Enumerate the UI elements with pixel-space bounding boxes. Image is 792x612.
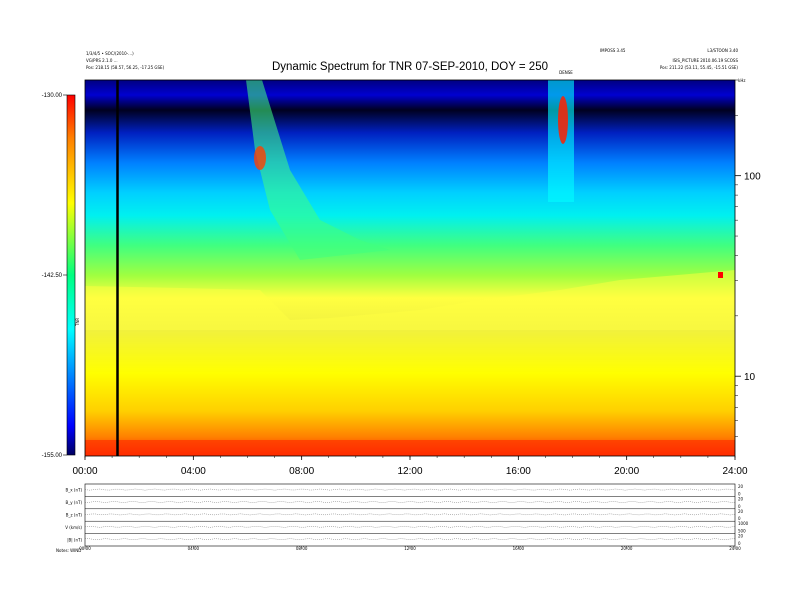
panel-trace bbox=[84, 538, 736, 541]
x-axis-ticks: 00:00 04:00 08:00 12:00 16:00 20:00 24:00 bbox=[72, 456, 748, 477]
panel-right-tick: 20 bbox=[738, 509, 744, 514]
colorbar-label: TNR bbox=[75, 318, 80, 327]
colorbar bbox=[66, 94, 76, 456]
panel-label: V (km/s) bbox=[65, 525, 82, 530]
x-tick-label: 16:00 bbox=[506, 466, 531, 477]
header-right-4: Pos: 211.22 (53.11, 55.45, -15.51 GSE) bbox=[660, 65, 739, 70]
yellow-band-edge bbox=[85, 270, 735, 330]
bottom-tick-label: 12:00 bbox=[404, 546, 416, 551]
header-right-2: L3/STOON 3.40 bbox=[707, 48, 738, 53]
panel-label: |B| (nT) bbox=[67, 537, 82, 542]
colorbar-tick-label: -155.00 bbox=[42, 453, 63, 459]
burst-red-core bbox=[254, 146, 266, 170]
bottom-tick-label: 04:00 bbox=[188, 546, 200, 551]
bottom-caption: Notes: WIND bbox=[56, 548, 81, 553]
header-left-3: Pos: 218.15 (58.57, 56.25, -17.25 GSE) bbox=[86, 65, 165, 70]
x-tick-label: 00:00 bbox=[72, 466, 97, 477]
bottom-axis-ticks: 00:00 04:00 08:00 12:00 16:00 20:00 24:00 bbox=[79, 546, 741, 551]
bottom-tick-label: 24:00 bbox=[729, 546, 741, 551]
y-axis-ticks: 10 100 bbox=[735, 79, 761, 437]
x-tick-label: 20:00 bbox=[614, 466, 639, 477]
y-axis-unit-label: kHz bbox=[738, 78, 745, 83]
chart-title: Dynamic Spectrum for TNR 07-SEP-2010, DO… bbox=[272, 61, 548, 73]
panel-trace bbox=[84, 488, 736, 491]
colorbar-tick-label: -142.50 bbox=[42, 273, 63, 279]
spectrogram-background bbox=[85, 80, 735, 456]
panel-right-tick: 20 bbox=[738, 484, 744, 489]
bottom-tick-label: 16:00 bbox=[513, 546, 525, 551]
panel-trace bbox=[84, 525, 736, 528]
bottom-tick-label: 08:00 bbox=[296, 546, 308, 551]
colorbar-tick-label: -130.00 bbox=[42, 93, 63, 99]
header-left-2: VG/PRS 2.1.0 … bbox=[86, 58, 118, 63]
panel-right-tick: 0 bbox=[738, 516, 741, 521]
panel-trace bbox=[84, 501, 736, 503]
spectrogram bbox=[84, 79, 736, 457]
panel-right-tick: 500 bbox=[738, 529, 746, 534]
header-right-3: ISIS_PICTURE 2010.06.19 SCOSS bbox=[672, 58, 738, 63]
spectrogram-features bbox=[85, 80, 735, 456]
panel-right-tick: 20 bbox=[738, 534, 744, 539]
panel-label: B_z (nT) bbox=[66, 513, 83, 518]
panel-right-tick: 0 bbox=[738, 541, 741, 546]
x-tick-label: 08:00 bbox=[289, 466, 314, 477]
panel-trace bbox=[84, 513, 736, 516]
orange-fringe bbox=[85, 440, 735, 456]
x-tick-label: 24:00 bbox=[722, 466, 747, 477]
header-right-1: IMPOSS 3.45 bbox=[600, 48, 626, 53]
red-dot bbox=[718, 272, 723, 278]
y-tick-label: 10 bbox=[744, 372, 756, 383]
panel-label: B_x (nT) bbox=[66, 488, 83, 493]
x-tick-label: 04:00 bbox=[181, 466, 206, 477]
panel-right-tick: 0 bbox=[738, 504, 741, 509]
type-iii-burst bbox=[246, 80, 390, 260]
dense-annotation: DENSE bbox=[559, 70, 573, 75]
x-tick-label: 12:00 bbox=[397, 466, 422, 477]
y-tick-label: 100 bbox=[744, 172, 761, 183]
panel-label: B_y (nT) bbox=[66, 500, 83, 505]
panel-right-tick: 1000 bbox=[738, 521, 749, 526]
header-left-1: 1/3/4/5 • SOC/(2010-…) bbox=[86, 51, 134, 56]
dense-red-core bbox=[558, 96, 568, 144]
bottom-tick-label: 20:00 bbox=[621, 546, 633, 551]
lower-panels-frame bbox=[84, 483, 736, 547]
panel-right-tick: 0 bbox=[738, 491, 741, 496]
bottom-tick-label: 00:00 bbox=[79, 546, 91, 551]
panel-right-tick: 20 bbox=[738, 496, 744, 501]
colorbar-ticks: -130.00 -142.50 -155.00 bbox=[42, 93, 67, 459]
